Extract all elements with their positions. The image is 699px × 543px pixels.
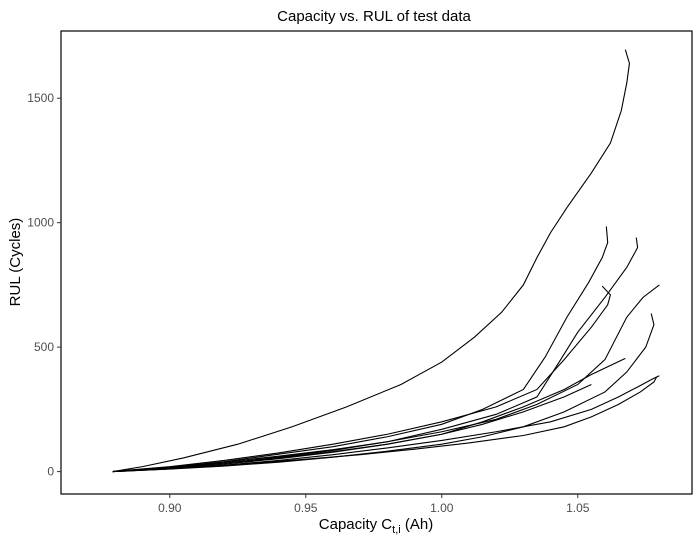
chart-title: Capacity vs. RUL of test data	[277, 8, 471, 25]
x-tick-label: 0.95	[294, 501, 318, 515]
y-tick-label: 1000	[27, 216, 54, 230]
series-line-9	[112, 376, 658, 473]
series-line-10	[112, 383, 592, 473]
x-axis: 0.90 0.95 1.00 1.05	[158, 494, 590, 515]
y-axis: 0 500 1000 1500	[27, 91, 61, 479]
plot-panel	[60, 30, 693, 495]
x-axis-title-subscript: t,i	[392, 524, 401, 536]
x-axis-title-main: Capacity C	[319, 516, 393, 533]
y-tick-label: 1500	[27, 91, 54, 105]
x-tick-label: 0.90	[158, 501, 182, 515]
y-axis-title: RUL (Cycles)	[7, 218, 24, 307]
x-tick-label: 1.00	[430, 501, 454, 515]
series-group	[112, 49, 660, 473]
series-line-4	[112, 285, 612, 473]
series-line-1	[112, 49, 631, 473]
x-tick-label: 1.05	[566, 501, 590, 515]
x-axis-title-unit: (Ah)	[401, 516, 434, 533]
x-axis-title: Capacity Ct,i (Ah)	[319, 516, 433, 536]
y-tick-label: 0	[47, 465, 54, 479]
y-tick-label: 500	[34, 340, 54, 354]
